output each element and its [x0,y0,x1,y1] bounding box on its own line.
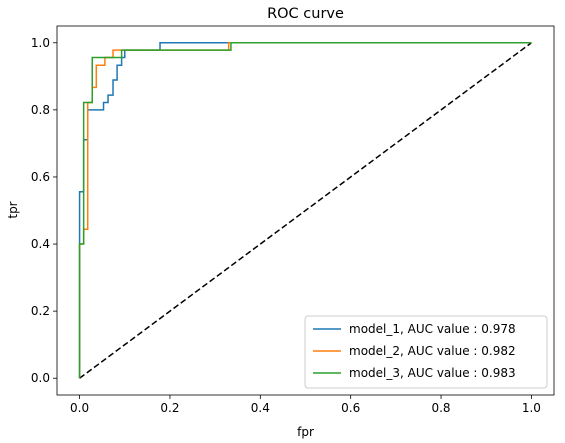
x-tick-label: 0.2 [160,401,179,415]
plot-area [56,25,555,396]
x-tick-label: 0.6 [341,401,360,415]
y-tick-label: 0.4 [31,237,50,251]
y-tick-label: 0.2 [31,304,50,318]
x-tick-label: 0.0 [70,401,89,415]
reference-diagonal-line [79,42,532,379]
x-tick-label: 0.4 [251,401,270,415]
y-tick-label: 1.0 [31,36,50,50]
legend-box [304,315,548,389]
x-tick-label: 0.8 [431,401,450,415]
series-line-1 [78,42,532,379]
y-axis-title: tpr [6,201,20,218]
legend: model_1, AUC value : 0.978 model_2, AUC v… [304,315,548,389]
x-axis-ticks: 0.0 0.2 0.4 0.6 0.8 1.0 [70,395,541,415]
y-axis-ticks: 0.0 0.2 0.4 0.6 0.8 1.0 [31,36,57,385]
legend-label-3: model_3, AUC value : 0.983 [349,366,516,380]
legend-label-2: model_2, AUC value : 0.982 [349,344,516,358]
y-tick-label: 0.8 [31,103,50,117]
series-line-3 [78,42,532,379]
plot-frame [56,25,555,396]
chart-title: ROC curve [267,6,344,22]
legend-label-1: model_1, AUC value : 0.978 [349,322,516,336]
x-tick-label: 1.0 [522,401,541,415]
x-axis-title: fpr [297,425,314,439]
y-tick-label: 0.6 [31,170,50,184]
y-tick-label: 0.0 [31,371,50,385]
